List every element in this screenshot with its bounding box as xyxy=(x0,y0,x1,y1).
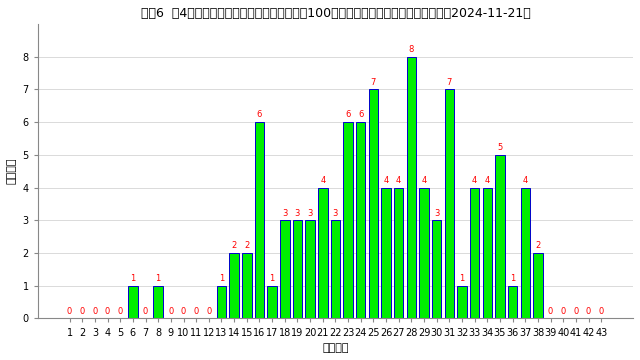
Text: 8: 8 xyxy=(409,45,414,54)
Text: 0: 0 xyxy=(586,307,591,316)
Text: 0: 0 xyxy=(105,307,110,316)
Text: 3: 3 xyxy=(307,209,313,218)
Bar xyxy=(292,220,302,319)
Text: 0: 0 xyxy=(206,307,211,316)
Text: 6: 6 xyxy=(346,111,351,120)
Bar xyxy=(432,220,442,319)
Text: 0: 0 xyxy=(168,307,173,316)
Bar xyxy=(406,57,416,319)
Text: 1: 1 xyxy=(510,274,515,283)
Text: 4: 4 xyxy=(472,176,477,185)
Bar xyxy=(268,286,277,319)
Bar xyxy=(533,253,543,319)
Text: 3: 3 xyxy=(295,209,300,218)
Bar xyxy=(520,188,530,319)
Text: 0: 0 xyxy=(561,307,566,316)
Text: 7: 7 xyxy=(447,78,452,87)
Text: 4: 4 xyxy=(396,176,401,185)
Bar xyxy=(419,188,429,319)
Text: 4: 4 xyxy=(320,176,325,185)
Text: 3: 3 xyxy=(282,209,287,218)
Bar xyxy=(508,286,517,319)
Text: 1: 1 xyxy=(460,274,465,283)
Text: 6: 6 xyxy=(358,111,364,120)
Text: 0: 0 xyxy=(573,307,579,316)
Bar xyxy=(356,122,365,319)
Text: 0: 0 xyxy=(143,307,148,316)
Text: 1: 1 xyxy=(269,274,275,283)
Text: 1: 1 xyxy=(131,274,136,283)
Text: 4: 4 xyxy=(421,176,427,185)
Text: 5: 5 xyxy=(497,143,502,152)
Bar xyxy=(318,188,328,319)
Bar xyxy=(457,286,467,319)
Bar xyxy=(217,286,226,319)
Bar xyxy=(255,122,264,319)
Text: 4: 4 xyxy=(383,176,388,185)
Bar xyxy=(394,188,403,319)
Text: 6: 6 xyxy=(257,111,262,120)
Bar xyxy=(280,220,289,319)
Text: 0: 0 xyxy=(548,307,553,316)
Text: 0: 0 xyxy=(92,307,97,316)
Text: 0: 0 xyxy=(79,307,85,316)
Bar xyxy=(381,188,391,319)
Text: 0: 0 xyxy=(181,307,186,316)
Bar xyxy=(483,188,492,319)
Text: 3: 3 xyxy=(333,209,338,218)
Bar xyxy=(128,286,138,319)
X-axis label: 出現数字: 出現数字 xyxy=(322,343,349,353)
Text: 2: 2 xyxy=(535,242,541,251)
Text: 0: 0 xyxy=(67,307,72,316)
Text: 4: 4 xyxy=(484,176,490,185)
Text: 0: 0 xyxy=(118,307,123,316)
Bar xyxy=(343,122,353,319)
Text: 0: 0 xyxy=(598,307,604,316)
Bar xyxy=(229,253,239,319)
Text: 1: 1 xyxy=(219,274,224,283)
Text: 1: 1 xyxy=(156,274,161,283)
Text: 4: 4 xyxy=(523,176,528,185)
Text: 3: 3 xyxy=(434,209,440,218)
Title: ロト6  第4数字のキャリーオーバー直後の直近100回の出現数字と回数（最終抽選日：2024-11-21）: ロト6 第4数字のキャリーオーバー直後の直近100回の出現数字と回数（最終抽選日… xyxy=(141,7,531,20)
Bar xyxy=(470,188,479,319)
Bar xyxy=(495,155,505,319)
Text: 0: 0 xyxy=(193,307,199,316)
Text: 7: 7 xyxy=(371,78,376,87)
Bar xyxy=(445,89,454,319)
Bar xyxy=(369,89,378,319)
Text: 2: 2 xyxy=(232,242,237,251)
Bar xyxy=(305,220,315,319)
Bar xyxy=(331,220,340,319)
Bar xyxy=(154,286,163,319)
Bar xyxy=(242,253,252,319)
Text: 2: 2 xyxy=(244,242,250,251)
Y-axis label: 出現回数: 出現回数 xyxy=(7,158,17,184)
